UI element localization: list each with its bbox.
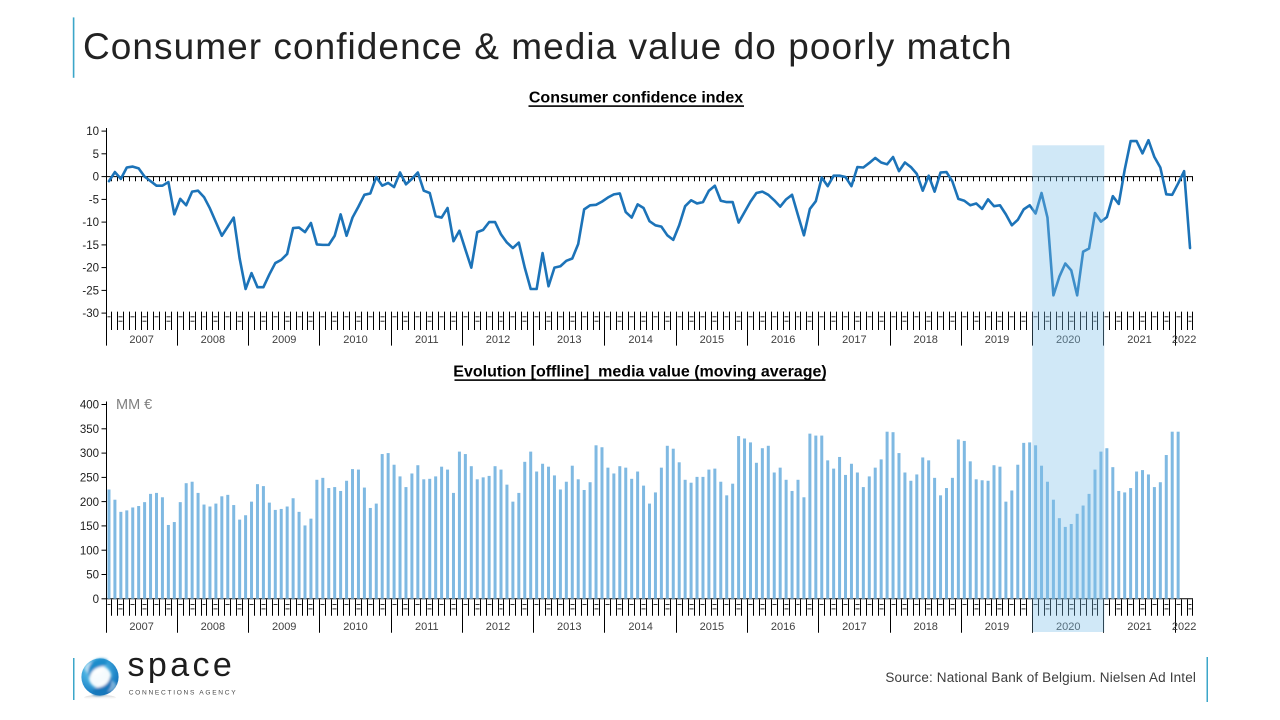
svg-text:2009: 2009 — [272, 334, 296, 346]
svg-text:-25: -25 — [82, 286, 99, 298]
svg-text:-20: -20 — [82, 263, 99, 275]
svg-text:10: 10 — [86, 126, 99, 138]
svg-text:250: 250 — [80, 473, 99, 485]
svg-text:2012: 2012 — [486, 621, 510, 633]
svg-text:400: 400 — [80, 400, 99, 412]
svg-text:2016: 2016 — [771, 334, 795, 346]
svg-text:2022: 2022 — [1172, 334, 1196, 346]
svg-text:Consumer confidence & media va: Consumer confidence & media value do poo… — [83, 26, 1013, 67]
svg-text:2011: 2011 — [415, 621, 439, 633]
svg-text:2019: 2019 — [985, 334, 1009, 346]
svg-text:2017: 2017 — [842, 334, 866, 346]
svg-text:Evolution [offline] media val: Evolution [offline] media value (moving … — [453, 363, 826, 380]
svg-text:CONNECTIONS AGENCY: CONNECTIONS AGENCY — [129, 690, 238, 697]
svg-text:2013: 2013 — [557, 334, 581, 346]
svg-text:2012: 2012 — [486, 334, 510, 346]
svg-text:200: 200 — [80, 497, 99, 509]
svg-text:space: space — [128, 646, 236, 684]
svg-text:2015: 2015 — [700, 334, 724, 346]
svg-text:2007: 2007 — [129, 334, 153, 346]
svg-text:0: 0 — [93, 594, 99, 606]
svg-text:150: 150 — [80, 521, 99, 533]
svg-text:2018: 2018 — [913, 621, 937, 633]
svg-text:2020: 2020 — [1056, 334, 1080, 346]
svg-text:300: 300 — [80, 448, 99, 460]
svg-text:2020: 2020 — [1056, 621, 1080, 633]
svg-text:2013: 2013 — [557, 621, 581, 633]
svg-text:50: 50 — [86, 570, 99, 582]
svg-text:2008: 2008 — [201, 621, 225, 633]
svg-text:-10: -10 — [82, 217, 99, 229]
svg-text:5: 5 — [93, 149, 99, 161]
svg-text:2019: 2019 — [985, 621, 1009, 633]
svg-text:2009: 2009 — [272, 621, 296, 633]
svg-text:2018: 2018 — [913, 334, 937, 346]
svg-text:2016: 2016 — [771, 621, 795, 633]
svg-text:2015: 2015 — [700, 621, 724, 633]
svg-text:2014: 2014 — [628, 334, 652, 346]
svg-text:2010: 2010 — [343, 621, 367, 633]
svg-text:2014: 2014 — [628, 621, 652, 633]
svg-text:2021: 2021 — [1127, 334, 1151, 346]
svg-text:2022: 2022 — [1172, 621, 1196, 633]
svg-text:-15: -15 — [82, 240, 99, 252]
svg-text:Source: National Bank of Belgi: Source: National Bank of Belgium. Nielse… — [885, 670, 1196, 685]
svg-text:0: 0 — [93, 172, 99, 184]
svg-text:-30: -30 — [82, 308, 99, 320]
svg-text:2008: 2008 — [201, 334, 225, 346]
svg-text:MM €: MM € — [116, 397, 152, 413]
svg-text:2007: 2007 — [129, 621, 153, 633]
svg-text:Consumer confidence index: Consumer confidence index — [529, 89, 743, 106]
svg-text:2010: 2010 — [343, 334, 367, 346]
svg-text:2017: 2017 — [842, 621, 866, 633]
svg-text:2021: 2021 — [1127, 621, 1151, 633]
svg-text:100: 100 — [80, 545, 99, 557]
svg-text:2011: 2011 — [415, 334, 439, 346]
svg-text:-5: -5 — [89, 195, 99, 207]
svg-text:350: 350 — [80, 424, 99, 436]
